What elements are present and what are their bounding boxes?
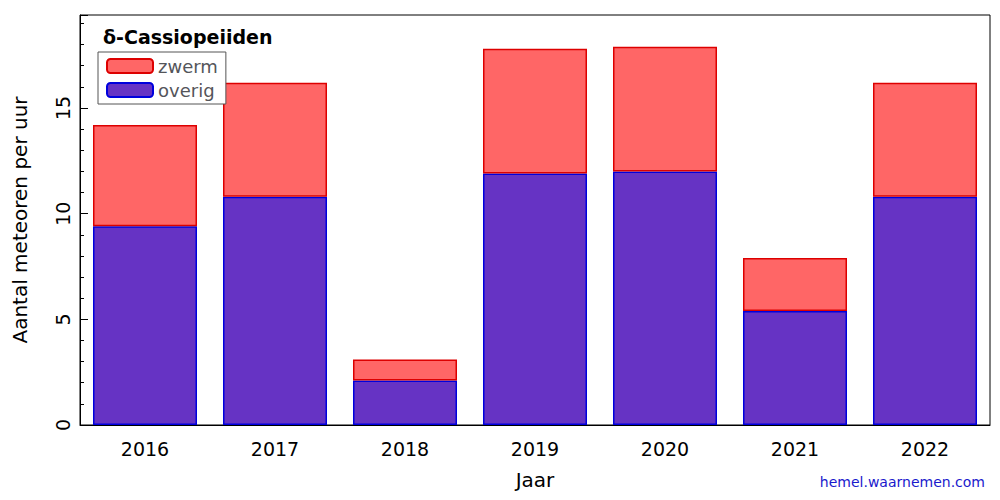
svg-text:10: 10 xyxy=(52,202,74,226)
svg-text:2017: 2017 xyxy=(251,438,299,460)
svg-text:hemel.waarnemen.com: hemel.waarnemen.com xyxy=(820,474,985,490)
svg-text:Aantal meteoren per uur: Aantal meteoren per uur xyxy=(8,96,32,344)
svg-text:Jaar: Jaar xyxy=(514,468,555,492)
svg-text:overig: overig xyxy=(158,80,215,101)
svg-text:zwerm: zwerm xyxy=(158,56,218,77)
svg-text:2019: 2019 xyxy=(511,438,559,460)
svg-text:2022: 2022 xyxy=(901,438,949,460)
svg-text:2016: 2016 xyxy=(121,438,169,460)
svg-text:0: 0 xyxy=(52,419,74,431)
svg-text:15: 15 xyxy=(52,96,74,120)
svg-text:2021: 2021 xyxy=(771,438,819,460)
svg-text:δ-Cassiopeiiden: δ-Cassiopeiiden xyxy=(103,26,272,48)
svg-text:5: 5 xyxy=(52,313,74,325)
svg-text:2018: 2018 xyxy=(381,438,429,460)
svg-text:2020: 2020 xyxy=(641,438,689,460)
